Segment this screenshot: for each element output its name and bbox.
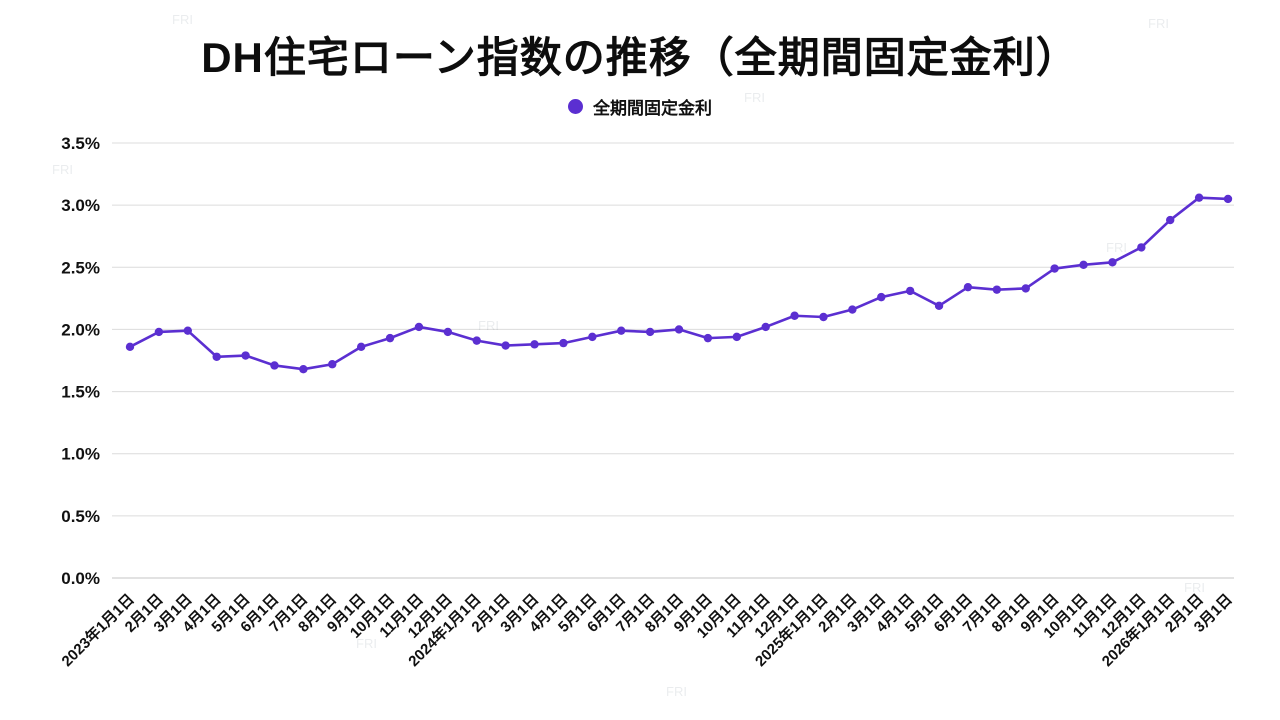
data-point bbox=[1021, 284, 1030, 293]
y-tick-label: 2.5% bbox=[61, 258, 100, 277]
data-point bbox=[703, 333, 713, 343]
legend: 全期間固定金利 bbox=[0, 94, 1280, 119]
data-point bbox=[761, 322, 770, 332]
y-tick-label: 0.0% bbox=[61, 569, 100, 588]
data-point bbox=[963, 282, 973, 292]
data-point bbox=[645, 327, 655, 337]
legend-series-dot-icon bbox=[568, 99, 583, 114]
data-point bbox=[299, 365, 308, 374]
data-point bbox=[530, 340, 539, 349]
data-point bbox=[270, 361, 279, 370]
data-point bbox=[819, 312, 828, 322]
data-point bbox=[905, 286, 915, 296]
data-point bbox=[501, 341, 510, 350]
page-title: DH住宅ローン指数の推移（全期間固定金利） bbox=[201, 34, 1079, 81]
data-point bbox=[183, 326, 192, 335]
data-point bbox=[790, 311, 799, 320]
y-tick-label: 1.0% bbox=[61, 445, 100, 464]
trend-line bbox=[128, 196, 1230, 371]
data-point bbox=[934, 301, 944, 311]
data-point bbox=[992, 285, 1002, 294]
data-point bbox=[732, 332, 741, 342]
x-tick-label: 2023年1月1日 bbox=[58, 590, 138, 670]
data-point bbox=[356, 342, 366, 352]
data-point bbox=[414, 322, 424, 332]
data-point bbox=[674, 325, 684, 334]
y-tick-label: 0.5% bbox=[61, 507, 100, 526]
data-point bbox=[1050, 264, 1059, 273]
data-point bbox=[212, 352, 221, 361]
data-point bbox=[1166, 215, 1175, 225]
data-point bbox=[877, 292, 886, 302]
y-tick-label: 1.5% bbox=[61, 383, 100, 402]
data-point bbox=[1079, 260, 1088, 269]
y-tick-label: 3.5% bbox=[61, 134, 100, 153]
data-point bbox=[1108, 258, 1117, 267]
data-point bbox=[125, 342, 135, 352]
data-point bbox=[328, 360, 337, 369]
data-point bbox=[588, 332, 597, 342]
data-point bbox=[617, 326, 626, 335]
data-point bbox=[1223, 194, 1233, 204]
data-point bbox=[1137, 243, 1146, 252]
data-point bbox=[1194, 193, 1204, 202]
data-point bbox=[472, 336, 481, 345]
data-point bbox=[154, 327, 164, 337]
y-tick-label: 2.0% bbox=[61, 320, 100, 339]
data-point bbox=[443, 327, 453, 337]
data-point bbox=[241, 351, 250, 360]
data-point bbox=[385, 333, 395, 343]
legend-series-label: 全期間固定金利 bbox=[593, 99, 712, 118]
y-tick-label: 3.0% bbox=[61, 196, 100, 215]
data-point bbox=[559, 338, 568, 348]
data-point bbox=[848, 305, 857, 314]
